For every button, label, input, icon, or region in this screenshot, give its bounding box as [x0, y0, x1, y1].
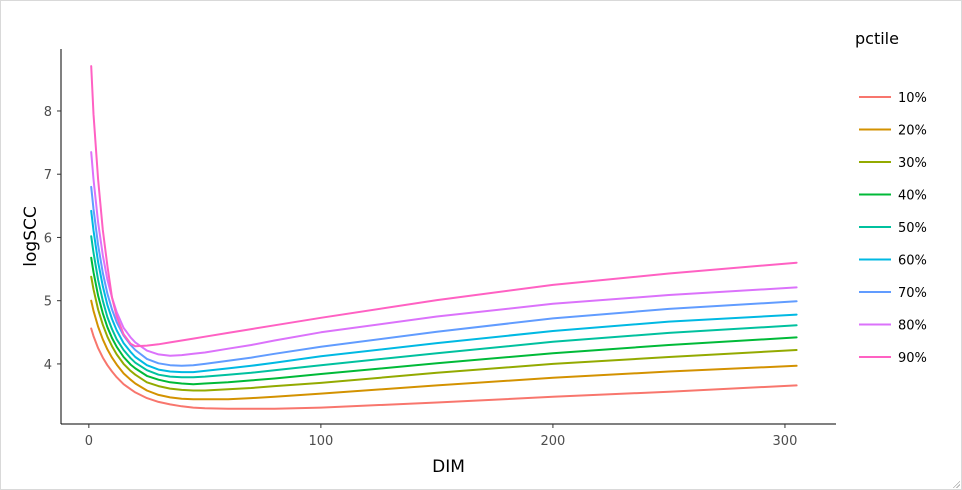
legend-title: pctile: [855, 29, 899, 48]
x-axis-ticks: 0 100 200 300: [85, 424, 798, 449]
y-tick-label: 7: [44, 168, 52, 183]
legend-item: 50%: [859, 221, 927, 236]
series-line-60pct: [90, 209, 798, 374]
y-axis-title: logSCC: [21, 206, 41, 266]
y-tick-label: 8: [44, 105, 52, 120]
legend-label: 60%: [898, 254, 927, 269]
legend-label: 90%: [898, 351, 927, 366]
legend-item: 60%: [859, 254, 927, 269]
series-line-20pct: [90, 299, 798, 401]
resize-grip-icon[interactable]: [952, 480, 960, 488]
x-tick-label: 100: [308, 434, 333, 449]
legend-item: 30%: [859, 156, 927, 171]
legend-label: 30%: [898, 156, 927, 171]
series-line-30pct: [90, 275, 798, 392]
legend-label: 40%: [898, 189, 927, 204]
legend: 10% 20% 30% 40% 50% 60% 70% 80% 90%: [859, 91, 927, 366]
y-axis-ticks: 4 5 6 7 8: [44, 105, 61, 373]
legend-item: 10%: [859, 91, 927, 106]
legend-label: 50%: [898, 221, 927, 236]
x-tick-label: 0: [85, 434, 93, 449]
legend-label: 70%: [898, 286, 927, 301]
series-line-80pct: [90, 151, 798, 357]
legend-item: 70%: [859, 286, 927, 301]
series-line-40pct: [90, 256, 798, 386]
legend-label: 10%: [898, 91, 927, 106]
series-line-90pct: [90, 65, 798, 348]
legend-label: 80%: [898, 319, 927, 334]
legend-item: 80%: [859, 319, 927, 334]
y-tick-label: 4: [44, 358, 52, 373]
series-lines: [90, 65, 798, 410]
y-tick-label: 5: [44, 295, 52, 310]
y-tick-label: 6: [44, 231, 52, 246]
legend-item: 20%: [859, 124, 927, 139]
legend-item: 90%: [859, 351, 927, 366]
legend-label: 20%: [898, 124, 927, 139]
legend-item: 40%: [859, 189, 927, 204]
x-tick-label: 200: [541, 434, 566, 449]
x-axis-title: DIM: [432, 457, 465, 477]
series-line-10pct: [90, 327, 798, 410]
series-line-50pct: [90, 235, 798, 379]
series-line-70pct: [90, 185, 798, 367]
x-tick-label: 300: [773, 434, 798, 449]
